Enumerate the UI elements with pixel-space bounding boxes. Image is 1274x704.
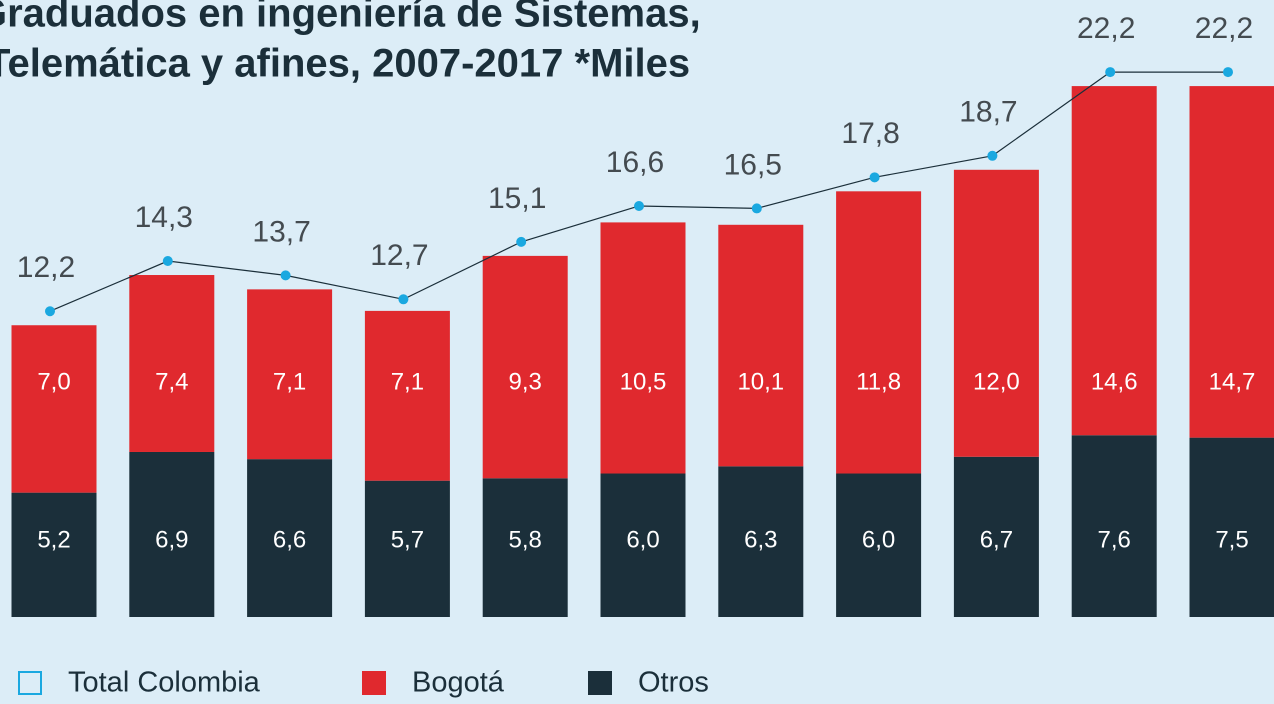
total-point bbox=[1105, 67, 1116, 78]
total-label: 22,2 bbox=[1077, 12, 1135, 45]
value-label: 7,6 bbox=[1098, 526, 1131, 553]
legend-label: Bogotá bbox=[412, 667, 505, 699]
value-label: 7,4 bbox=[155, 368, 188, 395]
bar-segment bbox=[482, 478, 568, 617]
total-label: 12,7 bbox=[370, 239, 428, 272]
total-label: 15,1 bbox=[488, 182, 546, 215]
total-point bbox=[869, 172, 880, 183]
value-label: 6,0 bbox=[862, 526, 895, 553]
value-label: 14,7 bbox=[1209, 368, 1256, 395]
value-label: 7,0 bbox=[37, 368, 70, 395]
value-label: 12,0 bbox=[973, 368, 1020, 395]
value-label: 6,9 bbox=[155, 526, 188, 553]
bar-segment bbox=[11, 325, 97, 493]
total-point bbox=[280, 270, 291, 281]
legend-swatch bbox=[18, 671, 42, 695]
total-point bbox=[398, 294, 409, 305]
value-label: 9,3 bbox=[509, 368, 542, 395]
value-label: 10,5 bbox=[620, 368, 667, 395]
total-label: 17,8 bbox=[841, 117, 899, 150]
total-label: 16,5 bbox=[724, 148, 782, 181]
bar-segment bbox=[718, 466, 804, 617]
total-point bbox=[162, 256, 173, 267]
total-label: 12,2 bbox=[17, 251, 75, 284]
value-label: 7,1 bbox=[273, 368, 306, 395]
bar-segment bbox=[953, 456, 1039, 617]
value-label: 6,0 bbox=[626, 526, 659, 553]
bar-segment bbox=[953, 169, 1039, 457]
bar-segment bbox=[1189, 437, 1274, 617]
total-point bbox=[987, 150, 998, 161]
bar-segment bbox=[836, 473, 922, 617]
value-label: 10,1 bbox=[737, 368, 784, 395]
total-label: 16,6 bbox=[606, 146, 664, 179]
bar-segment bbox=[129, 275, 215, 452]
chart-title: Graduados en ingeniería de Sistemas, bbox=[0, 0, 701, 36]
legend-label: Otros bbox=[638, 667, 709, 699]
chart-title: Telemática y afines, 2007-2017 *Miles bbox=[0, 42, 690, 86]
legend-swatch bbox=[362, 671, 386, 695]
value-label: 6,6 bbox=[273, 526, 306, 553]
total-point bbox=[45, 306, 55, 317]
bar-segment bbox=[718, 224, 804, 467]
value-label: 14,6 bbox=[1091, 368, 1138, 395]
value-label: 5,7 bbox=[391, 526, 424, 553]
bar-segment bbox=[600, 473, 686, 617]
total-point bbox=[1223, 67, 1233, 78]
value-label: 11,8 bbox=[856, 368, 901, 395]
total-label: 18,7 bbox=[959, 96, 1017, 129]
value-label: 7,5 bbox=[1215, 526, 1248, 553]
total-label: 13,7 bbox=[252, 215, 310, 248]
value-label: 6,3 bbox=[744, 526, 777, 553]
total-point bbox=[751, 203, 762, 214]
bar-segment bbox=[11, 492, 97, 617]
bar-segment bbox=[364, 310, 450, 481]
bar-segment bbox=[836, 191, 922, 474]
bar-segment bbox=[600, 222, 686, 474]
total-point bbox=[634, 201, 644, 212]
total-point bbox=[516, 236, 527, 247]
bar-segment bbox=[1071, 86, 1157, 436]
value-label: 5,8 bbox=[509, 526, 542, 553]
bar-segment bbox=[247, 459, 333, 617]
total-label: 14,3 bbox=[135, 201, 193, 234]
legend-swatch bbox=[588, 671, 612, 695]
bar-segment bbox=[1189, 86, 1274, 438]
value-label: 5,2 bbox=[37, 526, 70, 553]
legend-label: Total Colombia bbox=[68, 667, 261, 699]
bar-segment bbox=[129, 451, 215, 617]
bar-segment bbox=[482, 255, 568, 479]
value-label: 7,1 bbox=[391, 368, 424, 395]
bar-segment bbox=[247, 289, 333, 460]
bar-segment bbox=[1071, 435, 1157, 617]
bar-segment bbox=[364, 480, 450, 617]
value-label: 6,7 bbox=[980, 526, 1013, 553]
total-label: 22,2 bbox=[1195, 12, 1253, 45]
